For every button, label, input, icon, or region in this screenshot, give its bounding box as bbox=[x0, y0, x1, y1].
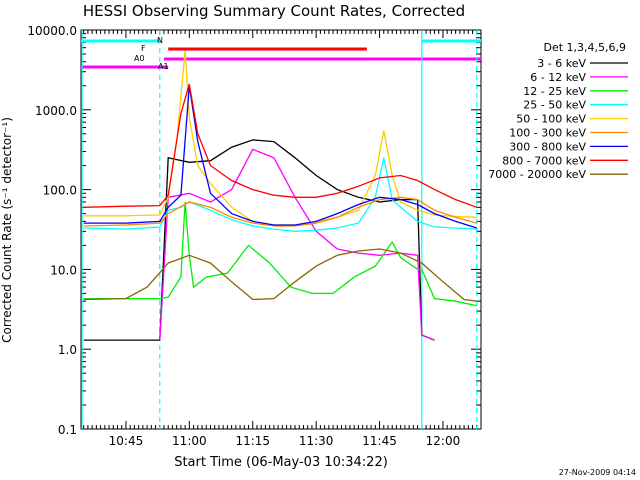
plot-area: 0.1 1.0 10.0 100.0 1000.0 10000.0 10:45 11:00 1… bbox=[27, 24, 482, 448]
flag-label-f: F bbox=[141, 44, 146, 53]
legend-entry: 12 - 25 keV bbox=[523, 85, 586, 98]
series-line bbox=[83, 201, 477, 307]
x-tick-label: 12:00 bbox=[426, 434, 461, 448]
y-axis-ticks: 0.1 1.0 10.0 100.0 1000.0 10000.0 bbox=[27, 24, 481, 437]
legend-entry: 50 - 100 keV bbox=[516, 113, 586, 126]
series-line bbox=[83, 50, 477, 226]
y-tick-label: 1.0 bbox=[58, 343, 77, 357]
y-tick-label: 10.0 bbox=[50, 263, 77, 277]
x-axis-label: Start Time (06-May-03 10:34:22) bbox=[174, 455, 388, 470]
series-layer bbox=[83, 50, 478, 341]
legend-entry: 6 - 12 keV bbox=[530, 71, 586, 84]
series-line bbox=[83, 83, 478, 208]
legend-entry: 800 - 7000 keV bbox=[502, 154, 586, 167]
flag-label-a0: A0 bbox=[134, 54, 145, 63]
flag-label-a1: A1 bbox=[158, 62, 169, 71]
legend-entry: 300 - 800 keV bbox=[509, 140, 586, 153]
y-tick-label: 1000.0 bbox=[35, 104, 77, 118]
legend-title: Det 1,3,4,5,6,9 bbox=[543, 41, 626, 54]
series-line bbox=[83, 248, 477, 302]
series-line bbox=[83, 85, 477, 229]
legend-entry: 3 - 6 keV bbox=[537, 57, 586, 70]
plot-frame bbox=[80, 29, 482, 430]
series-line bbox=[159, 148, 435, 341]
y-tick-label: 10000.0 bbox=[27, 24, 77, 38]
x-tick-label: 10:45 bbox=[109, 434, 144, 448]
x-tick-label: 11:15 bbox=[235, 434, 270, 448]
series-line bbox=[83, 196, 477, 227]
flag-bars bbox=[81, 39, 481, 69]
series-line bbox=[83, 157, 477, 232]
legend-entry: 100 - 300 keV bbox=[509, 127, 586, 140]
x-tick-label: 11:30 bbox=[299, 434, 334, 448]
flag-label-n: N bbox=[157, 36, 163, 45]
legend-entry: 7000 - 20000 keV bbox=[488, 168, 586, 181]
series-line bbox=[83, 139, 435, 341]
y-tick-label: 0.1 bbox=[58, 423, 77, 437]
flag-labels: N F A0 A1 bbox=[134, 36, 169, 71]
x-tick-label: 11:00 bbox=[172, 434, 207, 448]
x-tick-label: 11:45 bbox=[362, 434, 397, 448]
y-axis-label: Corrected Count Rate (s⁻¹ detector⁻¹) bbox=[0, 117, 14, 343]
timestamp: 27-Nov-2009 04:14 bbox=[559, 468, 636, 477]
legend-entry: 25 - 50 keV bbox=[523, 99, 586, 112]
y-tick-label: 100.0 bbox=[43, 184, 77, 198]
chart-title: HESSI Observing Summary Count Rates, Cor… bbox=[83, 2, 465, 20]
